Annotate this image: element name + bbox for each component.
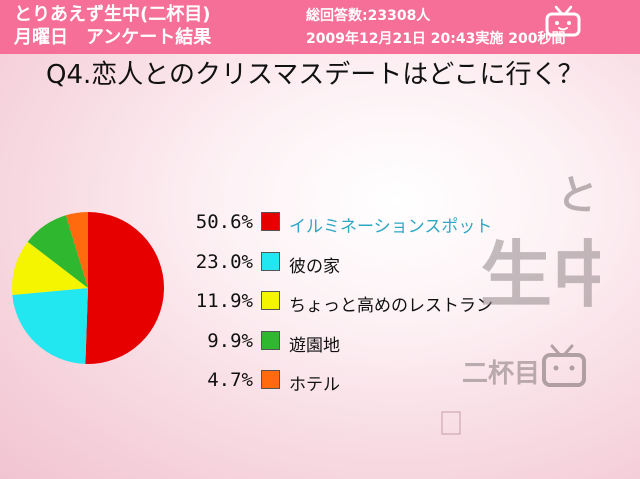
question-text: Q4.恋人とのクリスマスデートはどこに行く？ bbox=[46, 60, 584, 90]
program-title: とりあえず生中(二杯目) bbox=[14, 4, 211, 25]
watermark-tv-icon bbox=[542, 344, 586, 387]
pie-chart bbox=[12, 212, 165, 364]
legend-label: ホテル bbox=[289, 375, 340, 395]
header-bar: とりあえず生中(二杯目) 月曜日 アンケート結果 総回答数:23308人 200… bbox=[0, 0, 640, 54]
pie-slice bbox=[65, 212, 88, 288]
pie-slice bbox=[12, 288, 88, 364]
legend-swatch bbox=[261, 291, 280, 310]
legend-swatch bbox=[261, 252, 280, 271]
survey-day-title: 月曜日 アンケート結果 bbox=[14, 27, 212, 48]
program-logo-watermark: とりあえず 生中 二杯目 bbox=[441, 170, 600, 435]
legend-swatch bbox=[261, 331, 280, 350]
data-label: 23.0% bbox=[195, 251, 253, 273]
pie-slice bbox=[85, 212, 165, 364]
data-label: 9.9% bbox=[207, 330, 253, 352]
watermark-text-2: 生中 bbox=[480, 232, 600, 317]
tv-mascot-icon bbox=[545, 5, 581, 37]
legend-swatch bbox=[261, 212, 280, 231]
legend-label: 彼の家 bbox=[289, 257, 340, 277]
legend-label: イルミネーションスポット bbox=[289, 217, 493, 237]
legend-label: 遊園地 bbox=[289, 336, 340, 356]
survey-datetime: 2009年12月21日 20:43実施 200秒間 bbox=[306, 31, 566, 47]
pie-slice bbox=[12, 241, 89, 296]
watermark-text-3: 二杯目 bbox=[462, 359, 540, 389]
data-label: 50.6% bbox=[195, 211, 253, 233]
legend-label: ちょっと高めのレストラン bbox=[289, 296, 493, 316]
seal-stamp-icon bbox=[441, 411, 461, 435]
respondent-count: 総回答数:23308人 bbox=[306, 8, 431, 24]
legend-swatch bbox=[261, 370, 280, 389]
data-label: 11.9% bbox=[195, 290, 253, 312]
pie-slice bbox=[27, 215, 88, 288]
data-label: 4.7% bbox=[207, 369, 253, 391]
